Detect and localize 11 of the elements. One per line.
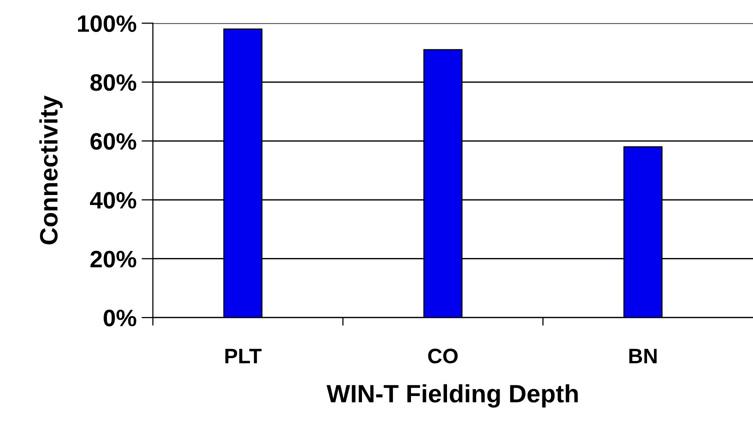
y-tick-label: 60% [90, 133, 136, 150]
x-axis-title: WIN-T Fielding Depth [326, 384, 578, 408]
x-tick-label: PLT [225, 348, 262, 364]
x-tick-label: BN [629, 348, 657, 364]
y-tick-label: 100% [78, 15, 136, 32]
x-tick-label: CO [428, 348, 458, 364]
y-tick-label: 80% [90, 74, 136, 91]
y-tick-label: 0% [104, 310, 136, 326]
y-tick-label: 40% [90, 192, 136, 209]
y-axis-title: Connectivity [39, 96, 63, 244]
y-tick-label: 20% [90, 250, 136, 268]
